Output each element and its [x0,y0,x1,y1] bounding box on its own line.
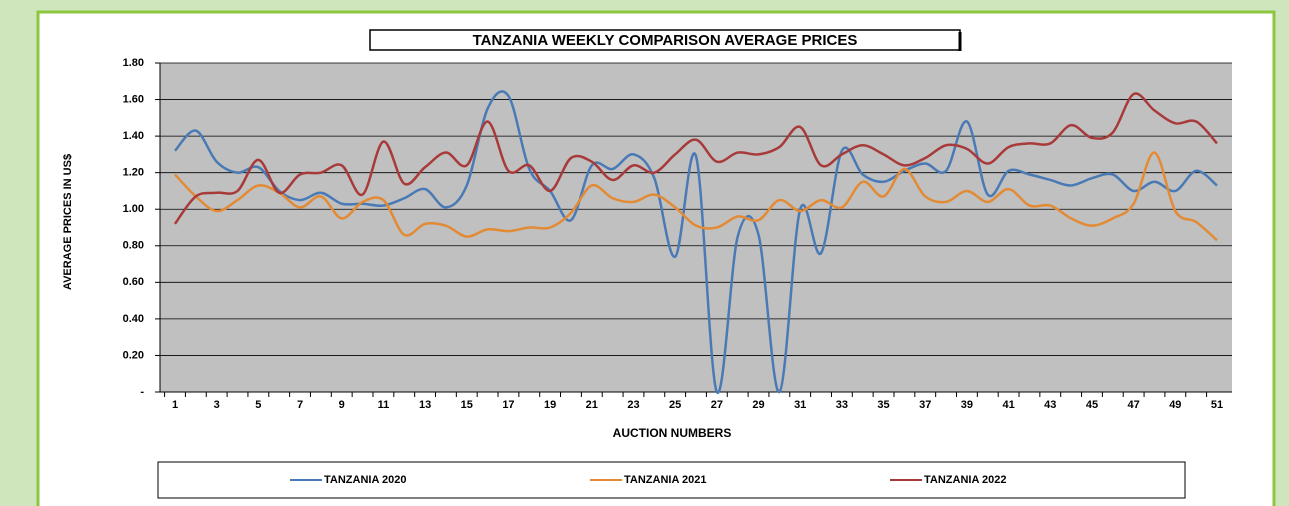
x-tick-label: 37 [919,399,931,411]
x-tick-label: 5 [255,399,261,411]
y-tick-label: 1.80 [123,57,144,69]
x-axis-label: AUCTION NUMBERS [613,426,732,440]
x-tick-label: 23 [627,399,639,411]
x-tick-label: 47 [1128,399,1140,411]
legend-label: TANZANIA 2020 [324,474,407,486]
x-tick-label: 25 [669,399,681,411]
y-tick-label: 0.40 [123,313,144,325]
x-tick-label: 51 [1211,399,1223,411]
y-tick-label: 0.20 [123,349,144,361]
x-tick-label: 17 [502,399,514,411]
x-tick-label: 19 [544,399,556,411]
x-tick-label: 31 [794,399,806,411]
x-tick-label: 45 [1086,399,1098,411]
y-tick-label: 1.20 [123,167,144,179]
x-tick-label: 13 [419,399,431,411]
x-tick-label: 3 [214,399,220,411]
series-line [174,90,1218,394]
y-tick-label: 0.80 [123,240,144,252]
chart-title: TANZANIA WEEKLY COMPARISON AVERAGE PRICE… [473,32,858,49]
x-tick-label: 21 [586,399,598,411]
x-tick-label: 43 [1044,399,1056,411]
x-tick-label: 9 [339,399,345,411]
x-tick-label: 15 [461,399,473,411]
x-tick-label: 41 [1002,399,1014,411]
x-tick-label: 27 [711,399,723,411]
x-tick-label: 49 [1169,399,1181,411]
x-tick-label: 33 [836,399,848,411]
legend-label: TANZANIA 2021 [624,474,707,486]
y-tick-label: 1.00 [123,203,144,215]
legend-label: TANZANIA 2022 [924,474,1007,486]
x-tick-label: 1 [172,399,178,411]
x-tick-label: 39 [961,399,973,411]
series-line [174,151,1218,242]
y-tick-label: 1.40 [123,130,144,142]
series-line [173,92,1218,225]
y-tick-label: - [140,386,144,398]
y-tick-label: 1.60 [123,93,144,105]
x-tick-label: 11 [378,399,390,411]
y-axis-label: AVERAGE PRICES IN US$ [62,154,74,290]
legend-box [157,461,1186,499]
plot-area [160,63,1232,392]
y-tick-label: 0.60 [123,276,144,288]
x-tick-label: 29 [752,399,764,411]
x-tick-label: 7 [297,399,303,411]
x-tick-label: 35 [877,399,889,411]
